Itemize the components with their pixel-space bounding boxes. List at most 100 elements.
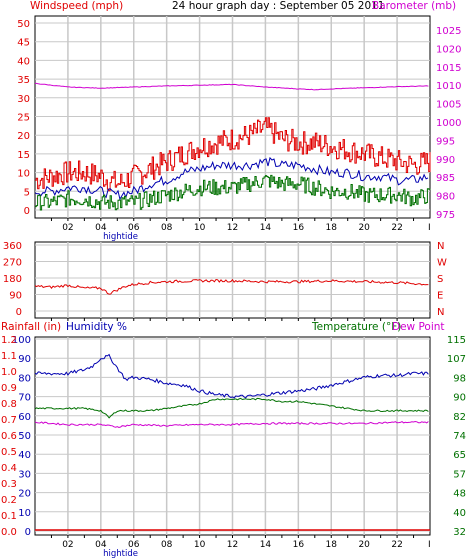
dewpoint-line — [34, 420, 429, 429]
temperature-tick-label: 48 — [453, 489, 466, 500]
rainfall-tick-label: 0.3 — [1, 479, 17, 490]
x-tick-label: 10 — [194, 223, 206, 233]
rainfall-tick-label: 1.0 — [1, 367, 17, 378]
humidity-tick-label: 60 — [18, 412, 31, 423]
rainfall-tick-label: 0.7 — [1, 415, 17, 426]
wind_low-line — [35, 174, 431, 211]
x-tick-label: 20 — [358, 223, 370, 233]
chart-title: 24 hour graph day : September 05 2011 — [172, 0, 384, 12]
rainfall-axis-label: Rainfall (in) — [1, 321, 61, 333]
x-tick-label: 22 — [391, 223, 402, 233]
humidity-tick-label: 50 — [18, 431, 31, 442]
windspeed-axis-label: Windspeed (mph) — [30, 0, 123, 12]
humidity-tick-label: 20 — [18, 489, 31, 500]
rainfall-tick-label: 0.4 — [1, 463, 17, 474]
x-tick-label: 16 — [293, 540, 305, 550]
windspeed-tick-label: 5 — [24, 187, 30, 198]
humidity-tick-label: 0 — [25, 527, 31, 538]
compass-tick-label: S — [437, 274, 443, 285]
windspeed-tick-label: 25 — [17, 113, 30, 124]
direction-tick-label: 90 — [9, 291, 22, 302]
direction-line — [34, 278, 429, 295]
rainfall-tick-label: 1.2 — [1, 335, 17, 346]
compass-tick-label: W — [437, 258, 447, 269]
temperature-line — [34, 397, 429, 419]
windspeed-tick-label: 10 — [17, 169, 30, 180]
barometer-tick-label: 1005 — [436, 100, 461, 111]
barometer-tick-label: 975 — [436, 210, 455, 221]
gust-line — [35, 117, 431, 192]
x-tick-label: 08 — [161, 223, 173, 233]
x-tick-label: 18 — [326, 223, 338, 233]
temperature-tick-label: 98 — [453, 373, 466, 384]
x-tick-label: 18 — [326, 540, 338, 550]
direction-tick-label: 360 — [3, 241, 22, 252]
rainfall-tick-label: 0.6 — [1, 431, 17, 442]
x-tick-label: 02 — [62, 540, 73, 550]
direction-tick-label: 270 — [3, 258, 22, 269]
humidity-tick-label: 10 — [18, 508, 31, 519]
humidity-tick-label: 30 — [18, 469, 31, 480]
direction-tick-label: 180 — [3, 274, 22, 285]
temperature-tick-label: 74 — [453, 431, 466, 442]
barometer-tick-label: 1025 — [436, 26, 461, 37]
barometer-tick-label: 985 — [436, 173, 455, 184]
direction-tick-label: 0 — [16, 307, 22, 318]
x-tick-label: 12 — [227, 223, 238, 233]
x-end-marker: I — [428, 540, 431, 550]
humidity-tick-label: 70 — [18, 393, 31, 404]
compass-tick-label: N — [437, 307, 444, 318]
temperature-tick-label: 57 — [453, 469, 466, 480]
temperature-tick-label: 115 — [447, 335, 466, 346]
x-tick-label: 16 — [293, 223, 305, 233]
windspeed-tick-label: 35 — [17, 75, 30, 86]
windspeed-tick-label: 50 — [17, 19, 30, 30]
x-tick-label: 02 — [62, 223, 73, 233]
x-tick-label: 04 — [95, 223, 107, 233]
barometer-tick-label: 1015 — [436, 63, 461, 74]
rainfall-tick-label: 0.5 — [1, 447, 17, 458]
temperature-tick-label: 90 — [453, 393, 466, 404]
windspeed-tick-label: 30 — [17, 94, 30, 105]
x-tick-label: 22 — [391, 540, 402, 550]
rainfall-tick-label: 0.8 — [1, 399, 17, 410]
windspeed-tick-label: 20 — [17, 131, 30, 142]
barometer-tick-label: 995 — [436, 136, 455, 147]
temperature-tick-label: 107 — [447, 354, 466, 365]
windspeed-tick-label: 40 — [17, 56, 30, 67]
humidity-tick-label: 100 — [12, 335, 31, 346]
x-tick-label: 14 — [260, 223, 272, 233]
barometer-tick-label: 1020 — [436, 44, 461, 55]
x-tick-label: 06 — [128, 540, 140, 550]
windspeed-tick-label: 15 — [17, 150, 30, 161]
windspeed-tick-label: 0 — [24, 206, 30, 217]
barometer-axis-label: Barometer (mb) — [372, 0, 456, 12]
x-tick-label: 08 — [161, 540, 173, 550]
x-tick-label: 14 — [260, 540, 272, 550]
temperature-tick-label: 40 — [453, 508, 466, 519]
dewpoint-axis-label: Dew Point — [392, 321, 445, 333]
windspeed-tick-label: 45 — [17, 38, 30, 49]
humidity-tick-label: 40 — [18, 450, 31, 461]
temperature-tick-label: 32 — [453, 527, 466, 538]
x-tick-label: 10 — [194, 540, 206, 550]
rainfall-tick-label: 0.2 — [1, 495, 17, 506]
barometer-tick-label: 1010 — [436, 81, 461, 92]
barometer-tick-label: 1000 — [436, 118, 461, 129]
x-end-marker: I — [428, 223, 431, 233]
temperature-tick-label: 82 — [453, 412, 466, 423]
barometer-tick-label: 980 — [436, 192, 455, 203]
hightide-label: hightide — [103, 549, 138, 559]
temperature-axis-label: Temperature (°F) — [311, 321, 401, 333]
humidity-axis-label: Humidity % — [66, 321, 127, 333]
rainfall-tick-label: 1.1 — [1, 351, 17, 362]
rainfall-tick-label: 0.0 — [1, 527, 17, 538]
humidity-line — [34, 353, 429, 399]
barometer-line — [35, 82, 429, 91]
compass-tick-label: E — [437, 291, 443, 302]
compass-tick-label: N — [437, 241, 444, 252]
rainfall-tick-label: 0.9 — [1, 383, 17, 394]
humidity-tick-label: 80 — [18, 373, 31, 384]
temperature-tick-label: 65 — [453, 450, 466, 461]
